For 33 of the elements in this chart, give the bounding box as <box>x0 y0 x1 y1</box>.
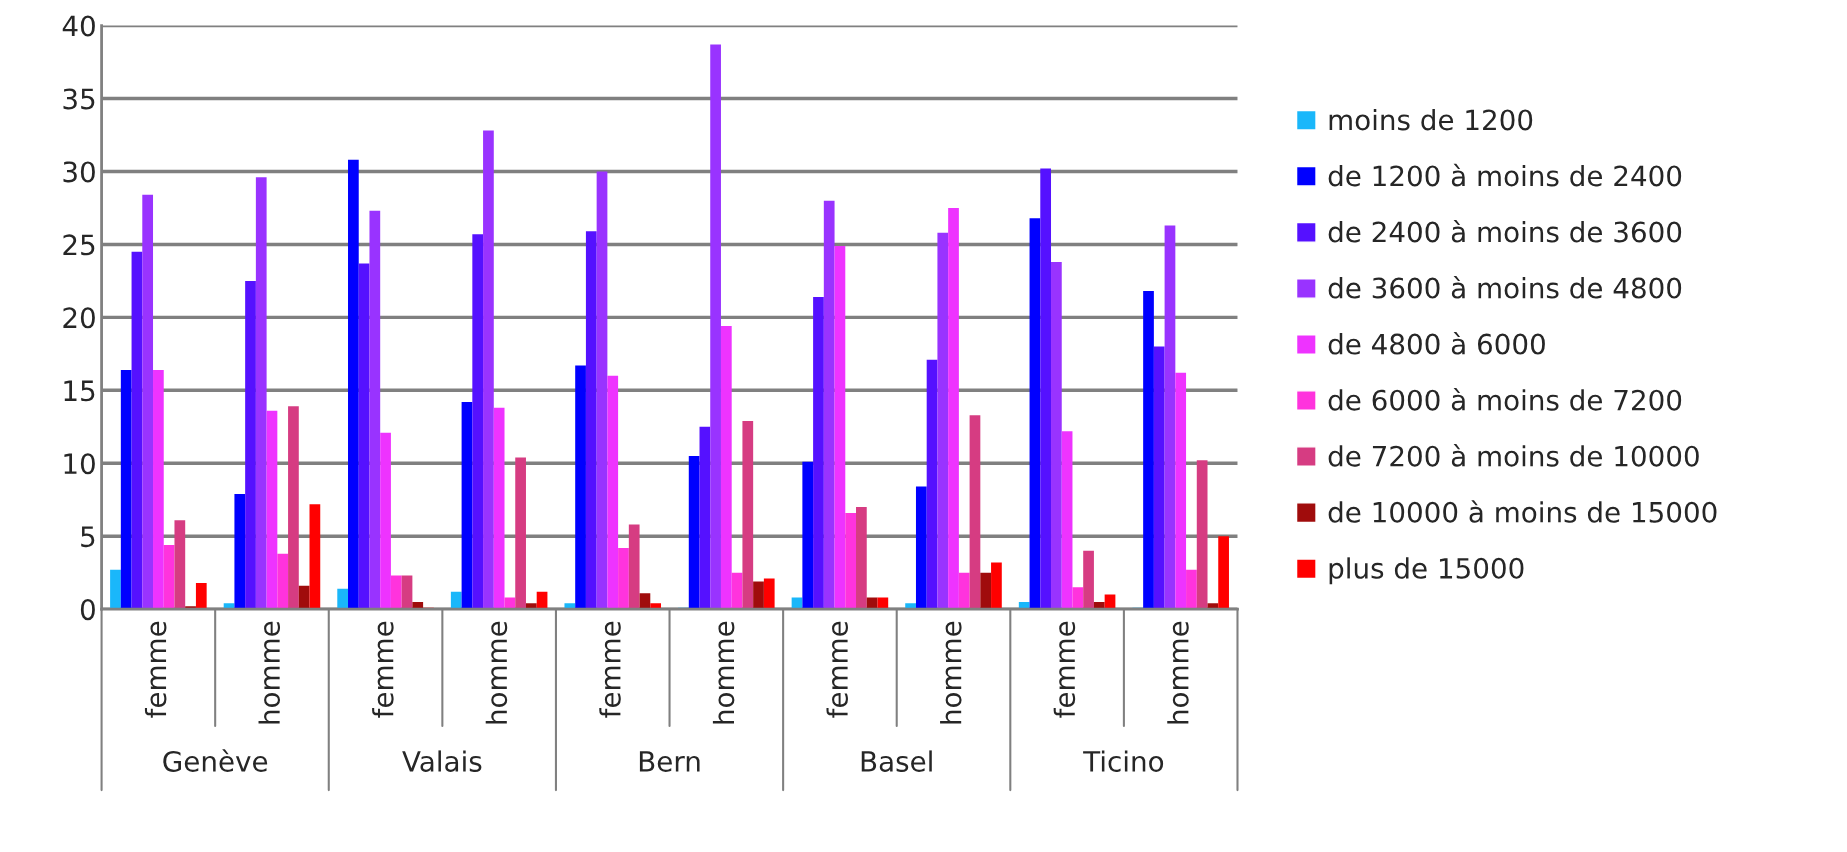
x-tick-label: femme <box>826 621 848 718</box>
text: Ticino <box>1083 750 1164 772</box>
legend-label: de 6000 à moins de 7200 <box>1328 388 1682 411</box>
legend-label: de 4800 à 6000 <box>1328 332 1545 355</box>
text: Genève <box>163 749 268 772</box>
x-tick-label: femme <box>1053 621 1076 718</box>
legend-label: moins de 1200 <box>1329 108 1533 131</box>
text: Basel <box>861 750 932 772</box>
y-tick-label: 0 <box>80 599 95 621</box>
text: Valais <box>402 750 482 772</box>
text: Bern <box>639 751 700 772</box>
y-tick-label: 15 <box>64 380 95 402</box>
y-tick-label: 25 <box>63 234 95 256</box>
x-tick-label: homme <box>485 621 508 724</box>
legend-label: de 1200 à moins de 2400 <box>1328 163 1682 187</box>
legend-label: de 3600 à moins de 4800 <box>1328 275 1682 299</box>
legend-label: de 2400 à moins de 3600 <box>1328 219 1682 243</box>
x-tick-label: homme <box>712 621 735 724</box>
y-tick-label: 10 <box>64 453 95 475</box>
legend-label: plus de 15000 <box>1329 557 1524 585</box>
x-tick-label: homme <box>258 621 281 724</box>
y-tick-label: 30 <box>63 161 95 183</box>
x-tick-label: homme <box>1167 621 1189 724</box>
y-tick-label: 40 <box>62 15 95 37</box>
legend-label: de 7200 à moins de 10000 <box>1328 444 1699 467</box>
y-tick-label: 5 <box>81 526 95 548</box>
x-tick-label: femme <box>144 621 167 718</box>
y-tick-label: 20 <box>63 307 95 329</box>
x-tick-label: femme <box>599 621 621 718</box>
legend-label: de 10000 à moins de 15000 <box>1328 500 1717 523</box>
y-tick-label: 35 <box>63 88 95 110</box>
x-tick-label: homme <box>940 621 962 724</box>
x-tick-label: femme <box>372 621 394 718</box>
